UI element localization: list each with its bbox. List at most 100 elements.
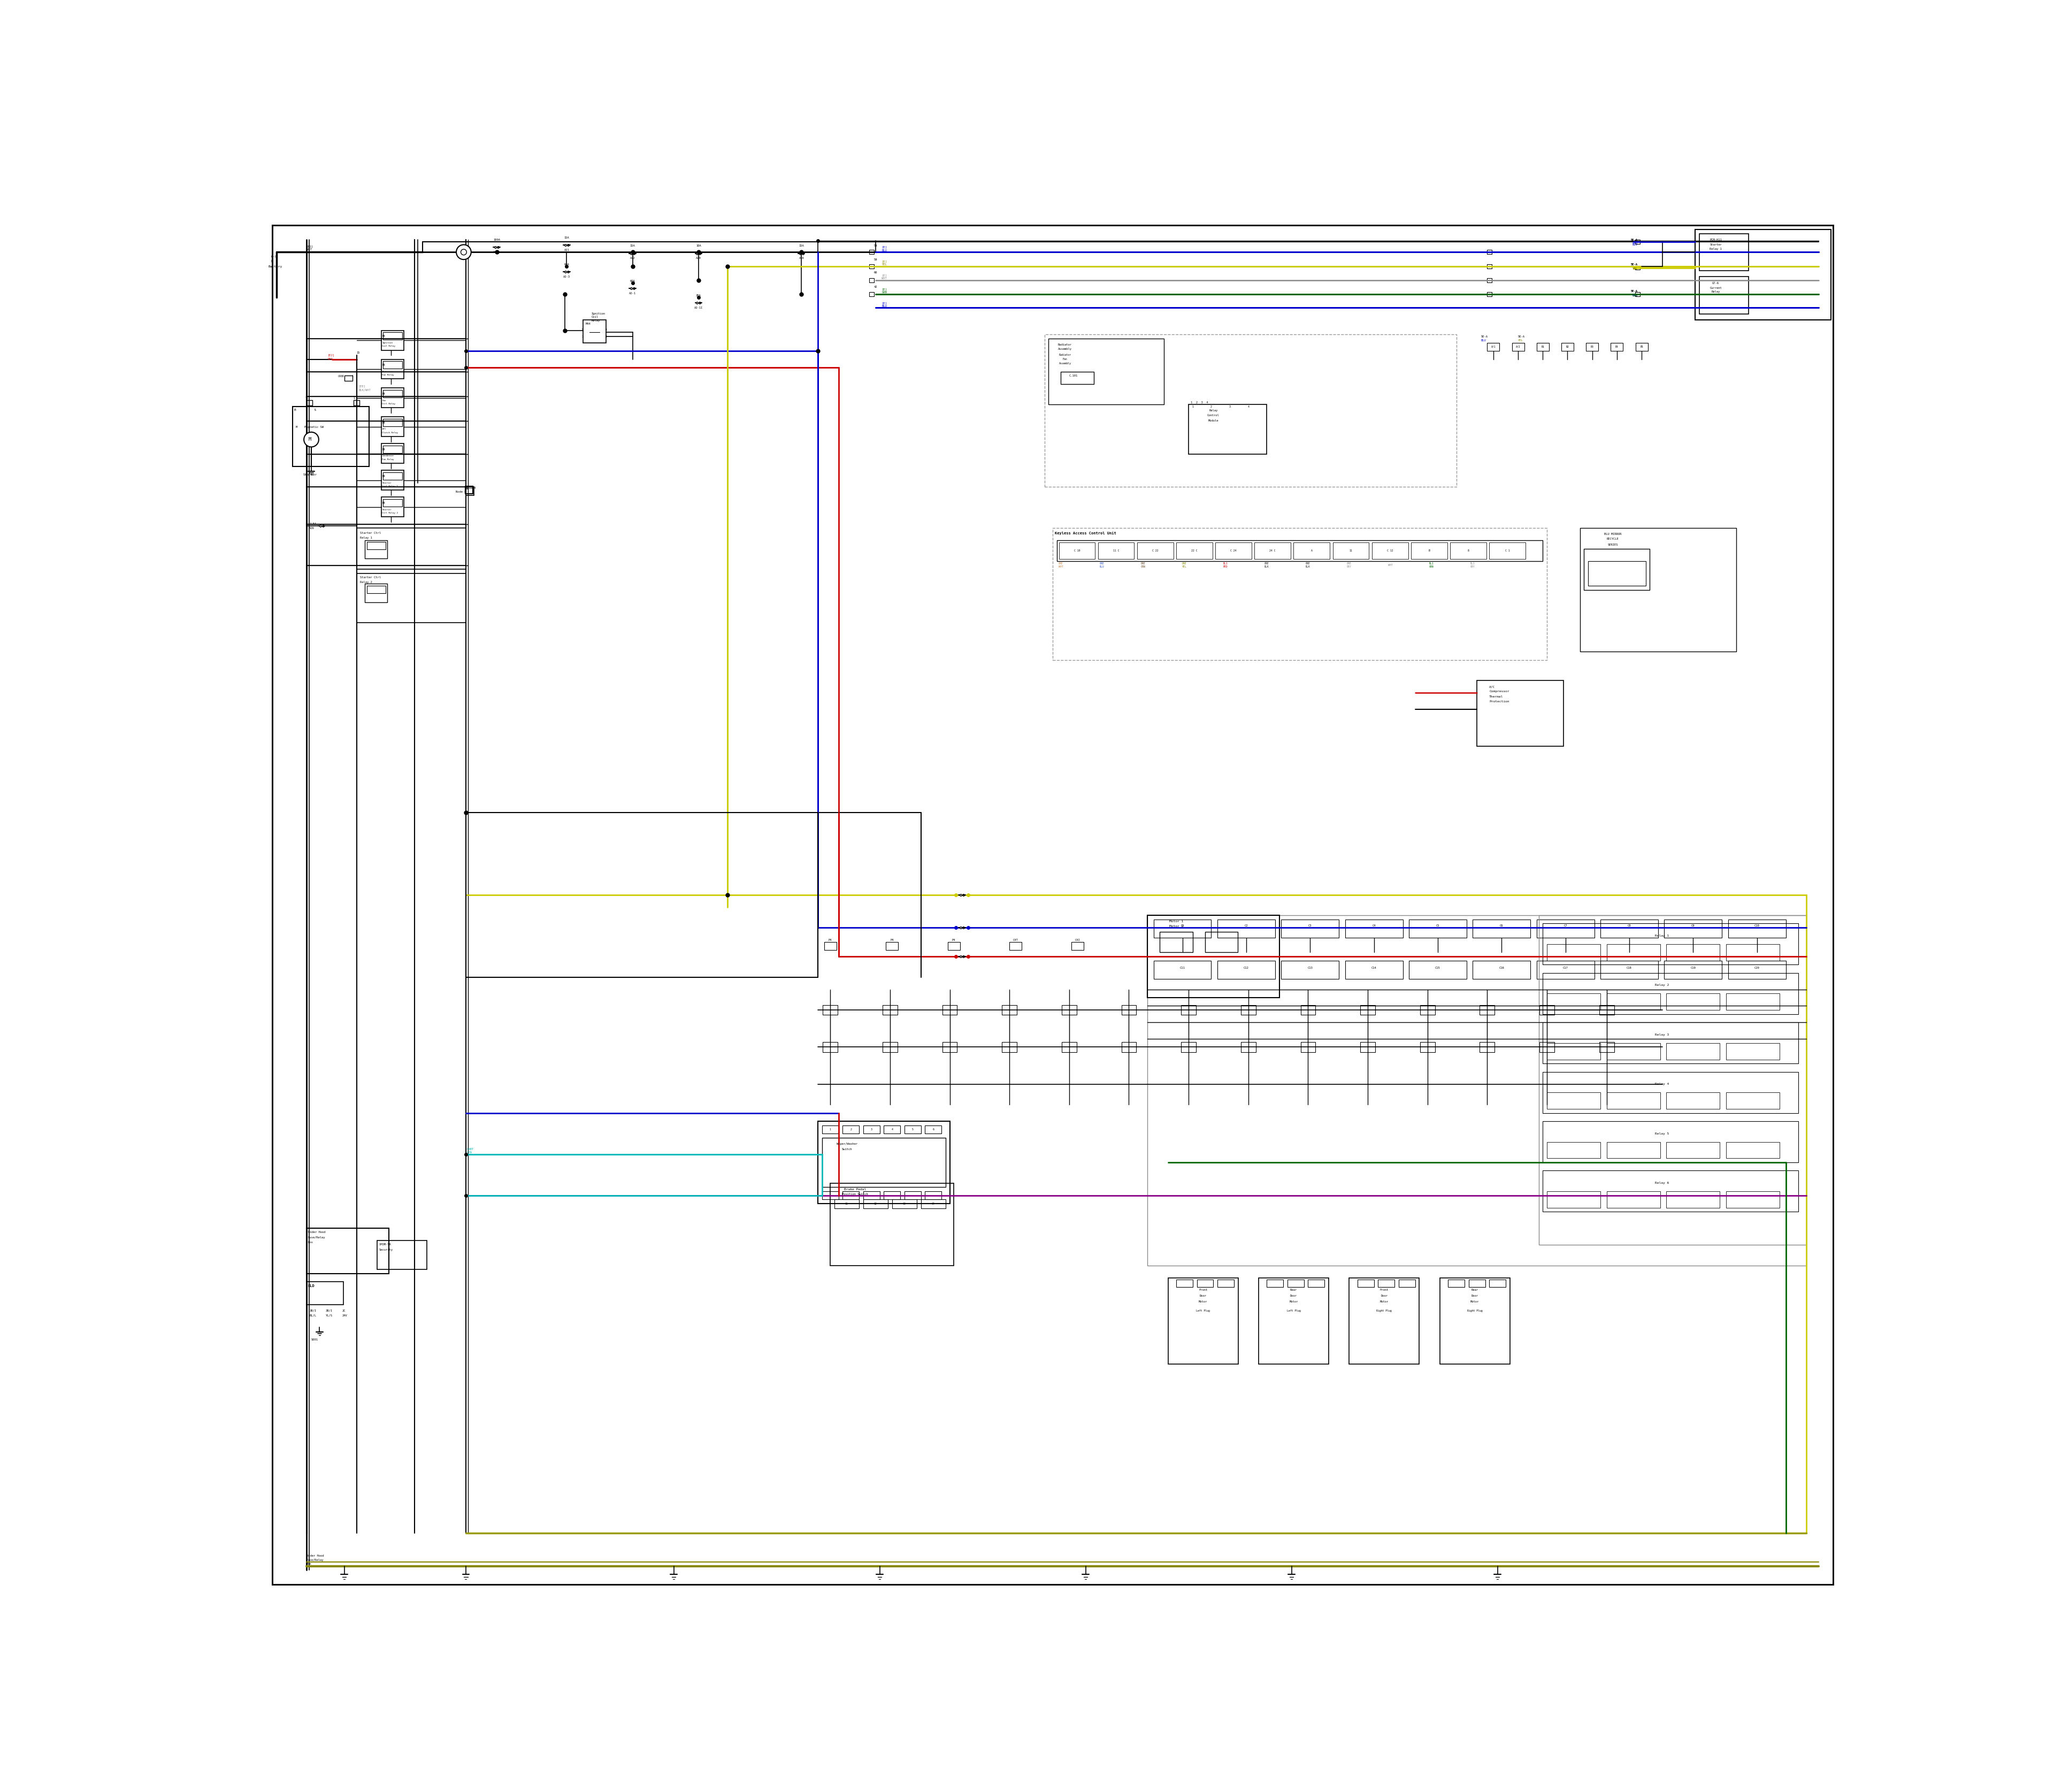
Bar	[1543, 973, 1797, 1014]
Bar	[1536, 919, 1594, 937]
Text: 60A: 60A	[631, 280, 635, 283]
Text: S001: S001	[312, 1339, 318, 1340]
Text: A21: A21	[565, 249, 569, 251]
Text: C5: C5	[1436, 925, 1440, 926]
Bar	[1218, 961, 1276, 978]
Text: Relay 2: Relay 2	[1656, 984, 1670, 987]
Text: C 24: C 24	[1230, 550, 1237, 552]
Bar	[1419, 1043, 1436, 1052]
Bar	[1727, 961, 1785, 978]
Text: T4: T4	[306, 398, 308, 400]
Text: BL/L: BL/L	[310, 1314, 316, 1317]
Text: 15A: 15A	[631, 244, 635, 247]
Text: M4: M4	[382, 502, 386, 504]
Text: Rear: Rear	[1471, 1288, 1479, 1292]
Bar	[883, 1043, 898, 1052]
Circle shape	[460, 249, 466, 254]
Text: 5E-A: 5E-A	[1631, 263, 1637, 265]
Text: Coil: Coil	[592, 315, 598, 319]
Text: 10A: 10A	[696, 244, 700, 247]
Bar	[368, 543, 386, 550]
Bar	[1154, 919, 1212, 937]
Bar	[1479, 1005, 1495, 1014]
Text: C2: C2	[1245, 925, 1249, 926]
Text: C10: C10	[1754, 925, 1760, 926]
Text: Fuse/Relay: Fuse/Relay	[306, 1559, 325, 1561]
Bar	[1206, 932, 1239, 952]
Text: Front: Front	[1200, 1288, 1208, 1292]
Text: Fan Relay: Fan Relay	[382, 459, 394, 461]
Bar	[1473, 961, 1530, 978]
Text: 3B/I: 3B/I	[310, 1310, 316, 1312]
Bar	[1288, 1279, 1304, 1287]
Bar	[1547, 1142, 1600, 1158]
Text: B3: B3	[1590, 346, 1594, 348]
Bar	[1282, 961, 1339, 978]
Text: GRN: GRN	[1633, 294, 1637, 297]
Text: 42: 42	[873, 285, 877, 289]
Bar	[924, 1125, 941, 1134]
Text: B         S: B S	[294, 409, 316, 412]
Bar	[382, 500, 403, 507]
Bar	[1052, 529, 1547, 659]
Text: Door: Door	[1290, 1294, 1296, 1297]
Bar	[904, 1125, 920, 1134]
Text: M4: M4	[382, 364, 386, 366]
Text: Wiper/Washer: Wiper/Washer	[836, 1143, 857, 1145]
Text: 5E-A: 5E-A	[1481, 335, 1487, 339]
Text: B5: B5	[1639, 346, 1643, 348]
Text: Starter: Starter	[1709, 244, 1721, 246]
Text: BL1
GRN: BL1 GRN	[1430, 563, 1434, 568]
Bar	[1197, 1279, 1214, 1287]
Bar	[1241, 1005, 1255, 1014]
Bar	[883, 1192, 900, 1199]
Text: 24 C: 24 C	[1269, 550, 1276, 552]
Bar	[1487, 265, 1491, 269]
Bar	[904, 1192, 920, 1199]
Text: [E]
YEL: [E] YEL	[881, 260, 887, 267]
Bar	[1725, 1142, 1779, 1158]
Text: M4: M4	[382, 475, 386, 477]
Bar	[353, 400, 359, 405]
Bar	[1606, 1142, 1660, 1158]
Bar	[1695, 229, 1830, 321]
Text: C8: C8	[1627, 925, 1631, 926]
Text: C 1: C 1	[1506, 550, 1510, 552]
Text: C4T: C4T	[1013, 939, 1019, 941]
Text: Current: Current	[1709, 287, 1721, 289]
Bar	[382, 444, 405, 464]
Bar	[382, 446, 403, 453]
Bar	[1479, 1043, 1495, 1052]
Bar	[1138, 543, 1173, 559]
Text: B2: B2	[1565, 346, 1569, 348]
Bar	[382, 362, 403, 369]
Bar	[382, 418, 405, 437]
Bar	[1588, 561, 1645, 586]
Circle shape	[456, 246, 470, 260]
Text: C1: C1	[844, 1202, 848, 1204]
Text: 59: 59	[873, 258, 877, 262]
Text: C20: C20	[1754, 966, 1760, 969]
Bar	[1358, 1279, 1374, 1287]
Text: 1  2  3  4: 1 2 3 4	[1191, 401, 1208, 403]
Text: Module: Module	[1208, 419, 1218, 421]
Text: Motor: Motor	[1290, 1301, 1298, 1303]
Text: PCM-H11: PCM-H11	[1709, 238, 1721, 242]
Text: P4: P4	[828, 939, 832, 941]
Text: C16: C16	[1499, 966, 1504, 969]
Text: Ignition: Ignition	[592, 312, 606, 315]
Bar	[1635, 292, 1639, 296]
Bar	[378, 1240, 427, 1269]
Text: Motor 2: Motor 2	[1169, 925, 1183, 928]
Text: C2: C2	[875, 1202, 877, 1204]
Text: B1: B1	[1540, 346, 1545, 348]
Bar	[869, 251, 873, 254]
Bar	[1725, 1192, 1779, 1208]
Text: 15A: 15A	[565, 237, 569, 238]
Text: BLU: BLU	[1481, 339, 1487, 342]
Bar	[1547, 1192, 1600, 1208]
Bar	[1540, 1043, 1555, 1052]
Bar	[1725, 1043, 1779, 1059]
Bar	[1469, 1279, 1485, 1287]
Bar	[842, 1125, 859, 1134]
